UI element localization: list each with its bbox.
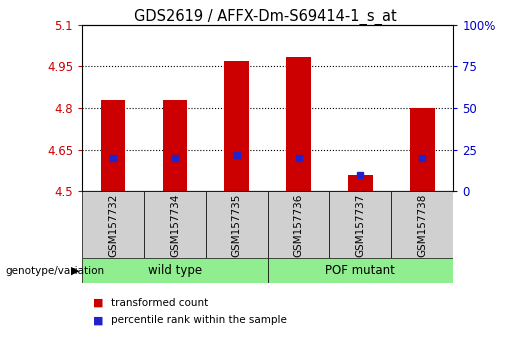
- Bar: [224, 61, 249, 191]
- Bar: [206, 191, 268, 258]
- Text: wild type: wild type: [148, 264, 202, 277]
- Text: genotype/variation: genotype/variation: [5, 266, 104, 276]
- Bar: [82, 191, 144, 258]
- Text: GDS2619 / AFFX-Dm-S69414-1_s_at: GDS2619 / AFFX-Dm-S69414-1_s_at: [134, 9, 396, 25]
- Text: GSM157738: GSM157738: [417, 193, 427, 257]
- Bar: [286, 57, 311, 191]
- Bar: [268, 191, 330, 258]
- Bar: [410, 108, 435, 191]
- Text: ■: ■: [93, 298, 103, 308]
- Text: ▶: ▶: [71, 266, 80, 276]
- Bar: [268, 258, 453, 283]
- Bar: [391, 191, 453, 258]
- Text: ■: ■: [93, 315, 103, 325]
- Text: GSM157734: GSM157734: [170, 193, 180, 257]
- Text: transformed count: transformed count: [111, 298, 208, 308]
- Text: GSM157732: GSM157732: [108, 193, 118, 257]
- Bar: [163, 100, 187, 191]
- Bar: [144, 191, 206, 258]
- Bar: [101, 100, 126, 191]
- Text: GSM157736: GSM157736: [294, 193, 304, 257]
- Text: GSM157737: GSM157737: [356, 193, 365, 257]
- Text: POF mutant: POF mutant: [325, 264, 395, 277]
- Text: GSM157735: GSM157735: [232, 193, 242, 257]
- Bar: [82, 258, 268, 283]
- Bar: [348, 175, 373, 191]
- Bar: [330, 191, 391, 258]
- Text: percentile rank within the sample: percentile rank within the sample: [111, 315, 287, 325]
